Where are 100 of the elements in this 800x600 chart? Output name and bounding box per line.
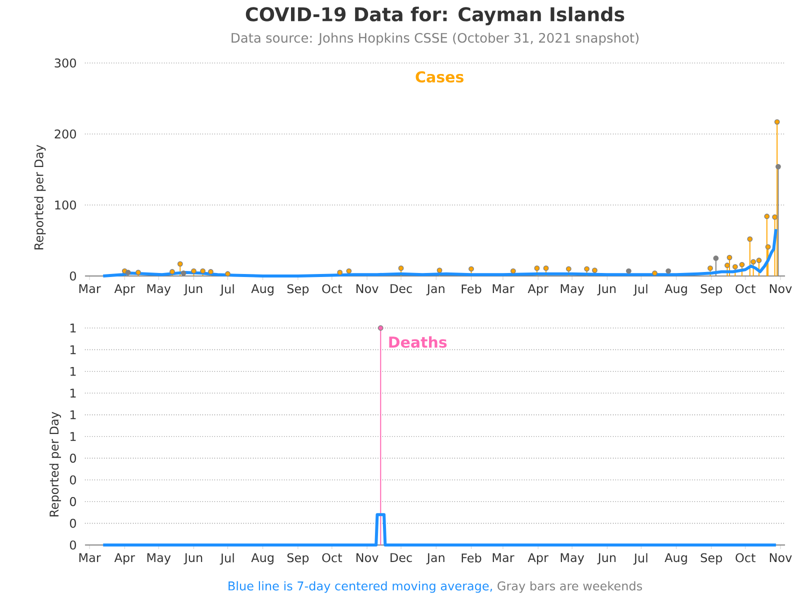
x-tick-label: Mar (79, 553, 101, 562)
point (772, 214, 778, 220)
point (765, 244, 771, 250)
point (398, 265, 404, 271)
x-tick-label: Jul (633, 553, 648, 565)
x-tick-label: Nov (770, 553, 792, 562)
x-tick-label: Nov (356, 553, 378, 562)
y-tick-label: 0 (70, 518, 76, 528)
annotation: Cases (416, 71, 464, 83)
point (468, 266, 474, 272)
x-tick-label: Apr (528, 553, 548, 564)
x-tick-label: Mar (492, 553, 514, 562)
x-tick-label: Dec (390, 284, 412, 294)
point (584, 266, 590, 272)
x-tick-label: Jul (220, 553, 234, 565)
point (543, 265, 549, 271)
x-tick-label: May (147, 553, 171, 564)
point (724, 262, 730, 268)
y-tick-label: 1 (70, 345, 76, 354)
point (208, 269, 214, 274)
y-tick-label: 0 (70, 454, 76, 463)
point (776, 164, 781, 170)
y-tick-label: 1 (70, 367, 76, 376)
point (191, 268, 196, 274)
y-tick-label: 0 (70, 497, 76, 506)
y-tick-label: 1 (70, 388, 76, 398)
point (750, 259, 756, 264)
y-tick-label: 0 (70, 271, 76, 281)
y-tick-label: 1 (70, 432, 76, 441)
x-tick-label: Jun (597, 553, 616, 564)
point (510, 268, 516, 274)
y-axis-title: Reported per Day (34, 144, 46, 250)
point (180, 270, 186, 276)
x-tick-label: Sep (287, 553, 309, 565)
point (534, 265, 540, 271)
point (666, 268, 672, 274)
point (726, 254, 732, 260)
point (592, 268, 598, 274)
point (747, 236, 753, 242)
x-tick-label: Feb (462, 284, 482, 294)
x-tick-label: May (147, 284, 171, 296)
point (713, 256, 719, 261)
x-tick-label: Apr (114, 284, 136, 296)
annotation: Deaths (389, 336, 447, 348)
point (346, 268, 352, 274)
x-tick-label: Aug (251, 553, 274, 564)
y-tick-label: 0 (70, 475, 76, 484)
x-tick-label: Sep (700, 284, 722, 296)
x-tick-label: Apr (114, 553, 136, 564)
x-tick-label: Jul (633, 284, 648, 296)
x-tick-label: Aug (664, 284, 687, 296)
x-tick-label: Sep (700, 553, 722, 565)
x-tick-label: Aug (664, 553, 687, 564)
point (739, 262, 745, 268)
x-tick-label: Jun (597, 284, 616, 296)
x-tick-label: Nov (356, 284, 378, 294)
point (170, 269, 175, 274)
point (732, 264, 738, 270)
point (652, 270, 658, 276)
point (774, 119, 780, 125)
point (136, 270, 141, 276)
y-tick-label: 200 (54, 129, 76, 139)
x-tick-label: Oct (736, 284, 756, 294)
x-tick-label: Apr (528, 284, 548, 296)
x-tick-label: Mar (492, 284, 514, 294)
x-tick-label: Aug (251, 284, 274, 296)
y-tick-label: 1 (70, 410, 76, 420)
x-tick-label: Jan (426, 284, 444, 296)
x-tick-label: Nov (770, 284, 792, 294)
chart-subtitle: Data source: Johns Hopkins CSSE (October 31, 2021 snapshot) (232, 32, 639, 46)
point (125, 270, 131, 276)
chart-title: COVID-19 Data for: Cayman Islands (246, 6, 624, 26)
x-tick-label: Oct (322, 553, 342, 562)
x-tick-label: Oct (736, 553, 756, 562)
point (756, 258, 762, 264)
y-tick-label: 1 (70, 324, 76, 332)
y-tick-label: 300 (54, 58, 76, 68)
point (225, 271, 230, 277)
x-tick-label: Oct (322, 284, 342, 294)
point (764, 214, 770, 220)
x-tick-label: Jan (426, 553, 444, 564)
point (566, 266, 572, 272)
text: Gray bars are weekends (498, 581, 642, 593)
y-tick-label: 100 (55, 200, 76, 210)
x-tick-label: Jun (184, 553, 202, 564)
point (200, 268, 206, 274)
point (337, 270, 343, 276)
point (708, 265, 713, 271)
x-tick-label: Sep (287, 284, 309, 296)
point (177, 261, 183, 267)
x-tick-label: Jun (184, 284, 202, 296)
point (436, 268, 442, 274)
x-tick-label: Jul (220, 284, 234, 296)
y-tick-label: 0 (70, 540, 76, 550)
x-tick-label: Dec (390, 553, 412, 562)
text: Blue line is 7-day centered moving average, (228, 581, 492, 593)
x-tick-label: Mar (79, 284, 101, 294)
x-tick-label: May (560, 284, 584, 296)
y-axis-title: Reported per Day (49, 412, 61, 516)
x-tick-label: May (560, 553, 584, 564)
